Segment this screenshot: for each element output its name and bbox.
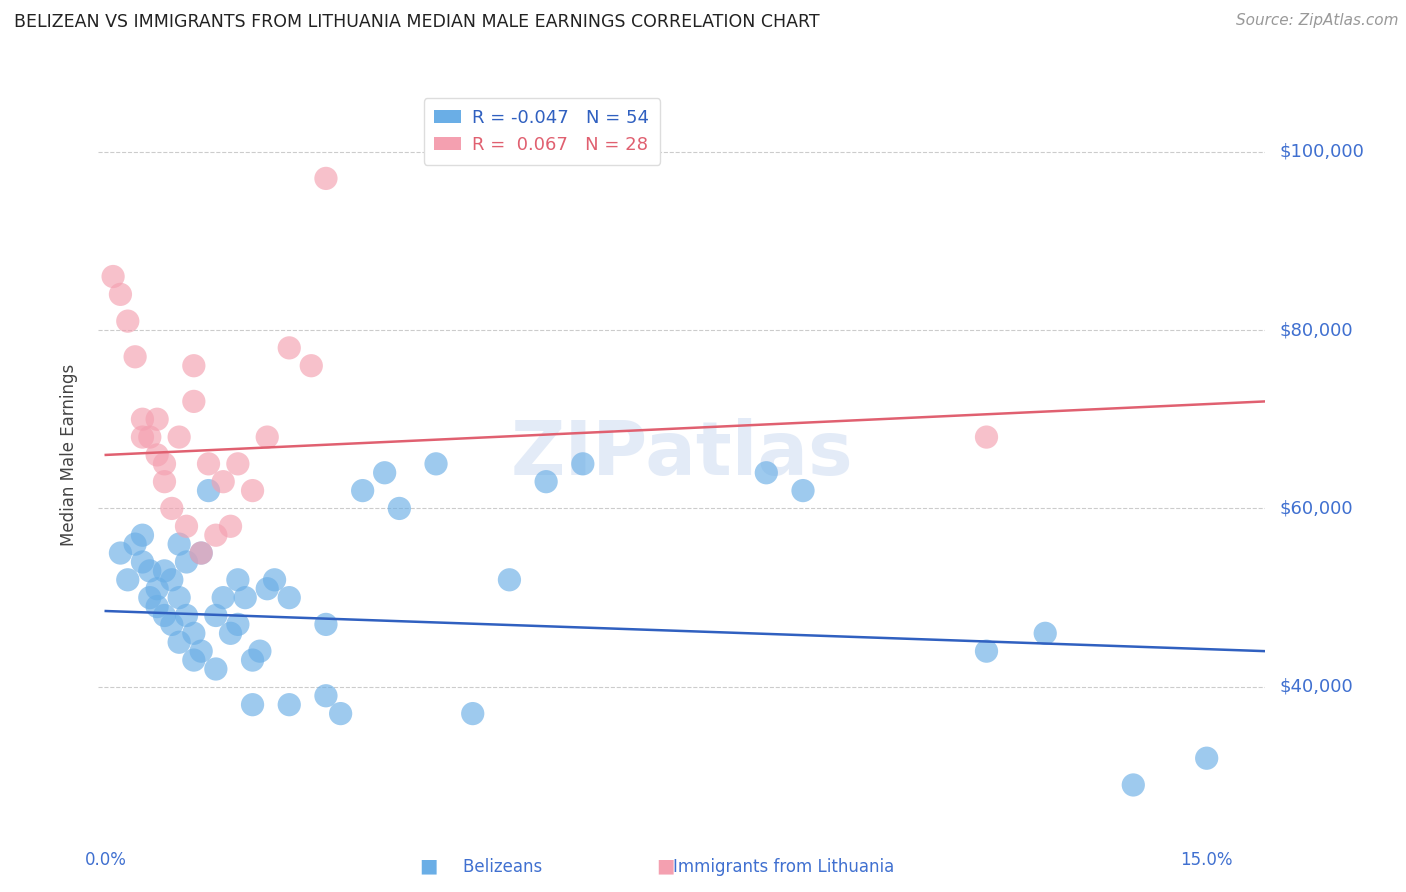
Text: $60,000: $60,000 bbox=[1279, 500, 1353, 517]
Point bbox=[131, 528, 153, 542]
Point bbox=[131, 430, 153, 444]
Text: Belizeans: Belizeans bbox=[441, 858, 543, 876]
Point bbox=[183, 653, 205, 667]
Point bbox=[153, 457, 176, 471]
Point bbox=[249, 644, 271, 658]
Point bbox=[534, 475, 557, 489]
Point bbox=[498, 573, 520, 587]
Point bbox=[124, 350, 146, 364]
Point bbox=[425, 457, 447, 471]
Point bbox=[205, 528, 228, 542]
Point bbox=[167, 635, 190, 649]
Point bbox=[352, 483, 374, 498]
Point bbox=[117, 314, 139, 328]
Text: Source: ZipAtlas.com: Source: ZipAtlas.com bbox=[1236, 13, 1399, 29]
Point bbox=[299, 359, 322, 373]
Point bbox=[212, 591, 235, 605]
Point bbox=[167, 430, 190, 444]
Text: ZIPatlas: ZIPatlas bbox=[510, 418, 853, 491]
Point bbox=[139, 430, 162, 444]
Text: ■: ■ bbox=[419, 857, 439, 876]
Point bbox=[219, 626, 242, 640]
Point bbox=[263, 573, 285, 587]
Point bbox=[197, 483, 219, 498]
Text: ■: ■ bbox=[655, 857, 675, 876]
Point bbox=[278, 341, 301, 355]
Point bbox=[976, 430, 998, 444]
Text: 15.0%: 15.0% bbox=[1181, 851, 1233, 869]
Point bbox=[1122, 778, 1144, 792]
Point bbox=[219, 519, 242, 533]
Point bbox=[212, 475, 235, 489]
Point bbox=[131, 412, 153, 426]
Point bbox=[131, 555, 153, 569]
Point bbox=[461, 706, 484, 721]
Point bbox=[146, 582, 169, 596]
Y-axis label: Median Male Earnings: Median Male Earnings bbox=[59, 364, 77, 546]
Point bbox=[278, 591, 301, 605]
Point bbox=[110, 546, 132, 560]
Point bbox=[197, 457, 219, 471]
Point bbox=[205, 662, 228, 676]
Point bbox=[176, 555, 198, 569]
Point bbox=[976, 644, 998, 658]
Point bbox=[256, 582, 278, 596]
Point bbox=[110, 287, 132, 301]
Point bbox=[160, 501, 183, 516]
Point bbox=[176, 608, 198, 623]
Legend: R = -0.047   N = 54, R =  0.067   N = 28: R = -0.047 N = 54, R = 0.067 N = 28 bbox=[423, 98, 661, 165]
Point bbox=[153, 475, 176, 489]
Point bbox=[315, 689, 337, 703]
Point bbox=[315, 171, 337, 186]
Text: $40,000: $40,000 bbox=[1279, 678, 1353, 696]
Text: BELIZEAN VS IMMIGRANTS FROM LITHUANIA MEDIAN MALE EARNINGS CORRELATION CHART: BELIZEAN VS IMMIGRANTS FROM LITHUANIA ME… bbox=[14, 13, 820, 31]
Point bbox=[167, 537, 190, 551]
Point bbox=[146, 448, 169, 462]
Text: Immigrants from Lithuania: Immigrants from Lithuania bbox=[652, 858, 894, 876]
Point bbox=[167, 591, 190, 605]
Point bbox=[146, 412, 169, 426]
Point bbox=[153, 564, 176, 578]
Point bbox=[160, 617, 183, 632]
Point bbox=[190, 644, 212, 658]
Point bbox=[124, 537, 146, 551]
Point bbox=[374, 466, 396, 480]
Text: $100,000: $100,000 bbox=[1279, 143, 1364, 161]
Point bbox=[183, 394, 205, 409]
Point bbox=[572, 457, 595, 471]
Point bbox=[233, 591, 256, 605]
Text: $80,000: $80,000 bbox=[1279, 321, 1353, 339]
Point bbox=[242, 698, 264, 712]
Point bbox=[388, 501, 411, 516]
Point bbox=[226, 457, 249, 471]
Point bbox=[190, 546, 212, 560]
Point bbox=[315, 617, 337, 632]
Point bbox=[205, 608, 228, 623]
Point bbox=[242, 483, 264, 498]
Point bbox=[139, 591, 162, 605]
Point bbox=[226, 617, 249, 632]
Point bbox=[278, 698, 301, 712]
Point bbox=[153, 608, 176, 623]
Point bbox=[755, 466, 778, 480]
Point bbox=[101, 269, 124, 284]
Point bbox=[183, 359, 205, 373]
Point bbox=[183, 626, 205, 640]
Text: 0.0%: 0.0% bbox=[84, 851, 127, 869]
Point bbox=[329, 706, 352, 721]
Point bbox=[1195, 751, 1218, 765]
Point bbox=[117, 573, 139, 587]
Point bbox=[792, 483, 814, 498]
Point bbox=[160, 573, 183, 587]
Point bbox=[256, 430, 278, 444]
Point bbox=[242, 653, 264, 667]
Point bbox=[226, 573, 249, 587]
Point bbox=[190, 546, 212, 560]
Point bbox=[146, 599, 169, 614]
Point bbox=[139, 564, 162, 578]
Point bbox=[1033, 626, 1056, 640]
Point bbox=[176, 519, 198, 533]
